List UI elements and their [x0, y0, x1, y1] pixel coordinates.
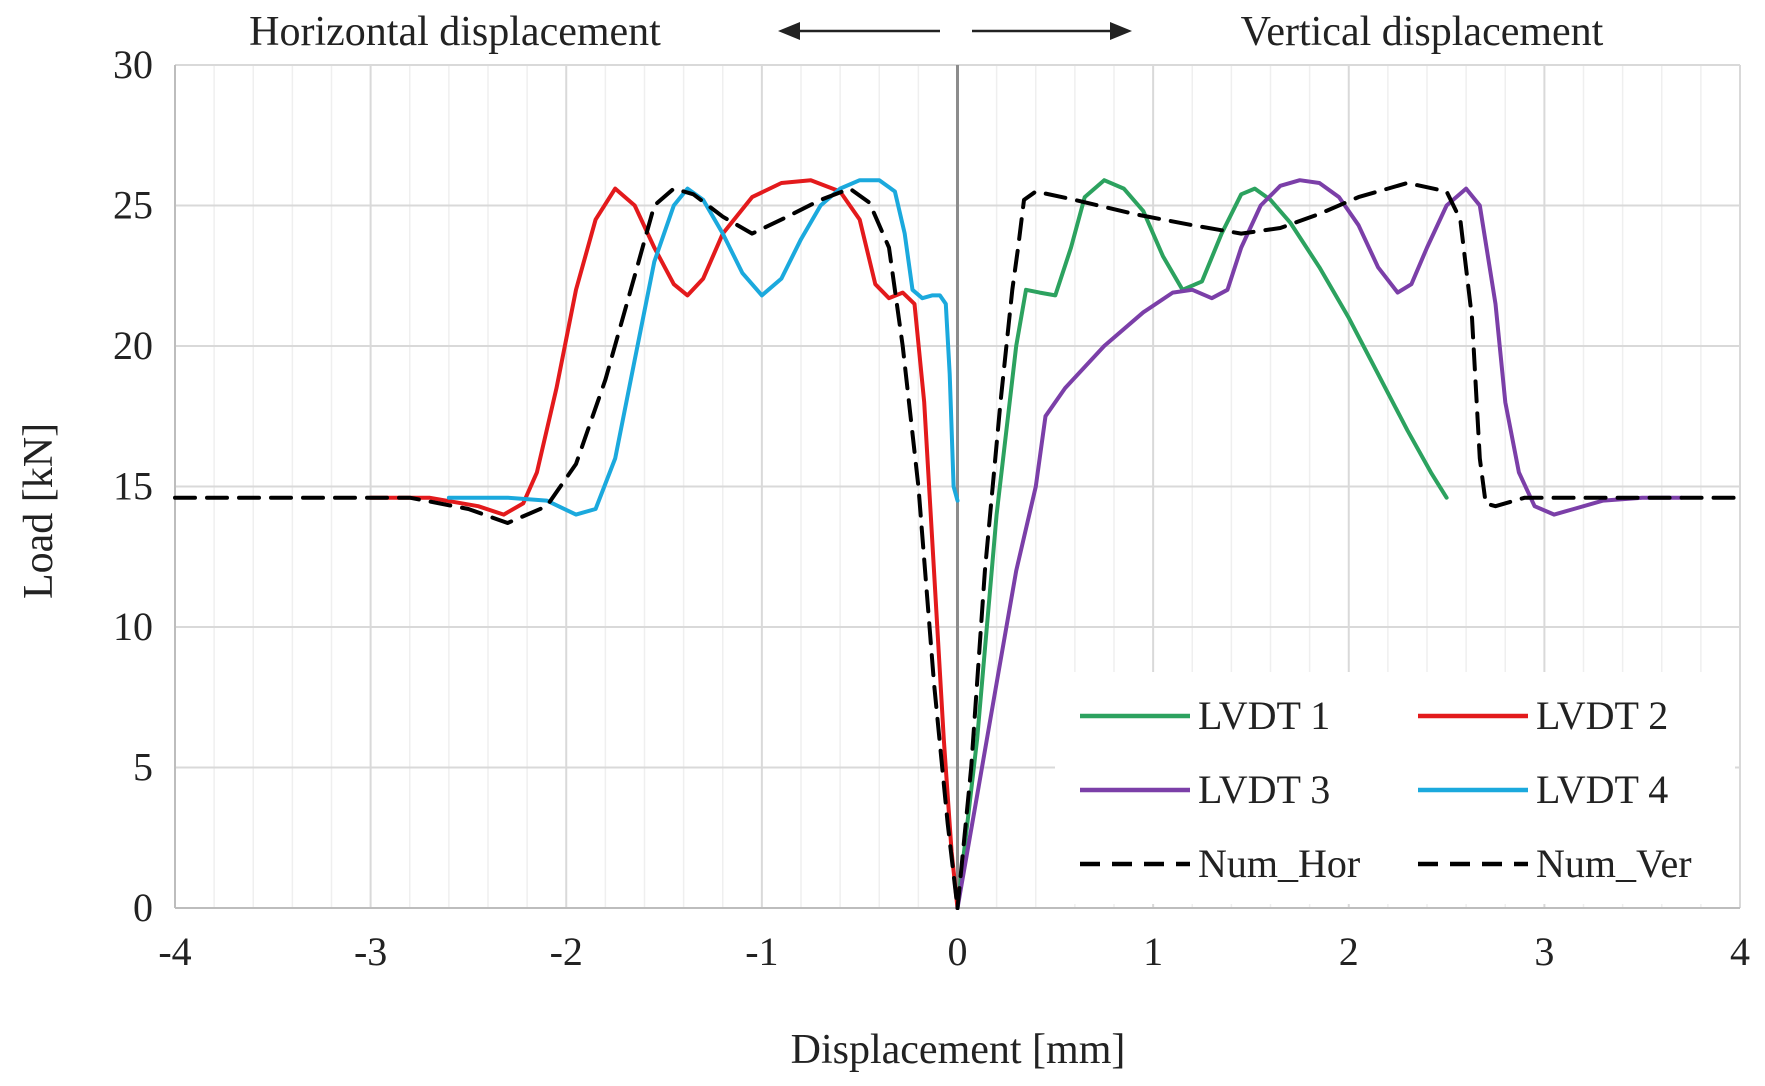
- series-line-lvdt-3: [955, 178, 1684, 910]
- x-tick-label: 2: [1339, 929, 1359, 974]
- annotation-horizontal-displacement: Horizontal displacement: [249, 9, 661, 55]
- legend: LVDT 1 LVDT 2 LVDT 3 LVDT 4 Num_Hor Num_Ver: [1055, 672, 1735, 904]
- y-tick-label: 15: [113, 464, 153, 509]
- series-line-num-hor: [173, 186, 960, 910]
- x-axis-title: Displacement [mm]: [791, 1027, 1126, 1073]
- x-tick-label: -3: [354, 929, 387, 974]
- series-line-lvdt-2: [368, 178, 960, 910]
- series-line-lvdt-4: [446, 178, 960, 517]
- x-tick-label: -2: [550, 929, 583, 974]
- y-tick-label: 25: [113, 183, 153, 228]
- legend-label: Num_Ver: [1536, 841, 1692, 886]
- x-tick-label: -4: [158, 929, 191, 974]
- legend-label: Num_Hor: [1198, 841, 1360, 886]
- annotation-vertical-displacement: Vertical displacement: [1241, 9, 1604, 55]
- tick-labels: -4 -3 -2 -1 0 1 2 3 4 0 5 10 15 20 25 30: [113, 42, 1750, 974]
- y-tick-label: 0: [133, 885, 153, 930]
- y-tick-label: 10: [113, 604, 153, 649]
- y-axis-title: Load [kN]: [16, 423, 62, 599]
- x-tick-label: -1: [745, 929, 778, 974]
- legend-label: LVDT 3: [1198, 767, 1330, 812]
- x-tick-label: 0: [948, 929, 968, 974]
- legend-label: LVDT 1: [1198, 693, 1330, 738]
- y-tick-label: 5: [133, 745, 153, 790]
- legend-label: LVDT 2: [1536, 693, 1668, 738]
- arrow-left-icon: [778, 22, 940, 40]
- arrow-right-icon: [972, 22, 1132, 40]
- series-line-num-ver: [955, 181, 1742, 910]
- series-layer: [173, 178, 1742, 910]
- y-tick-label: 30: [113, 42, 153, 87]
- y-tick-label: 20: [113, 323, 153, 368]
- x-tick-label: 4: [1730, 929, 1750, 974]
- x-tick-label: 1: [1143, 929, 1163, 974]
- series-line-lvdt-1: [955, 178, 1449, 910]
- legend-label: LVDT 4: [1536, 767, 1668, 812]
- x-tick-label: 3: [1534, 929, 1554, 974]
